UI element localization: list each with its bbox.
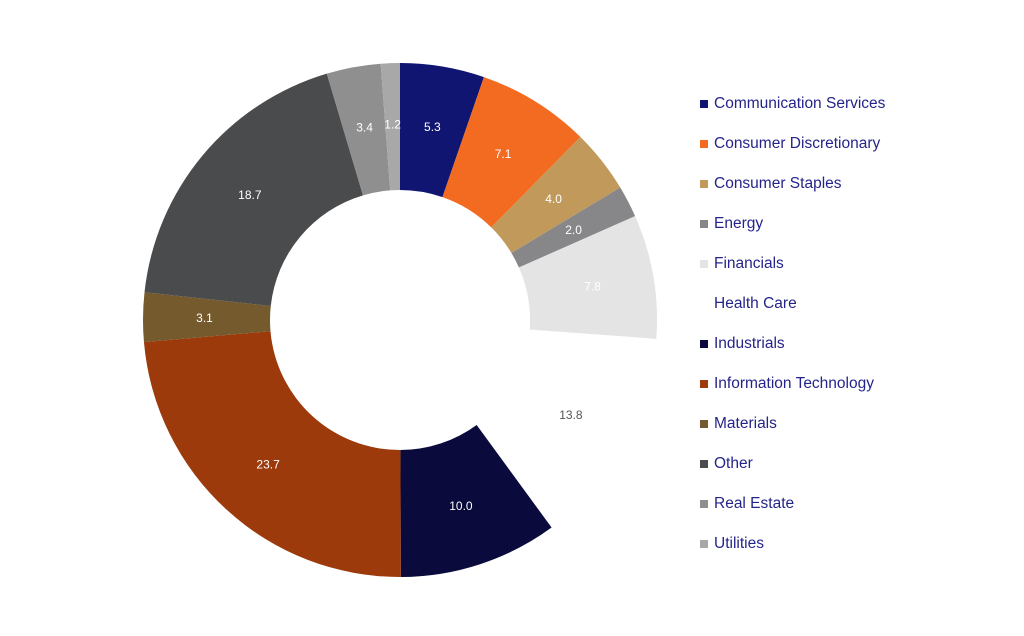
- data-label: 7.1: [495, 147, 512, 161]
- legend-swatch: [700, 540, 708, 548]
- slice-energy: [511, 187, 636, 268]
- legend-label: Information Technology: [714, 375, 874, 392]
- legend-swatch: [700, 300, 708, 308]
- legend-label: Consumer Staples: [714, 175, 842, 192]
- legend-swatch: [700, 260, 708, 268]
- legend-label: Financials: [714, 255, 784, 272]
- data-label: 13.8: [559, 408, 583, 422]
- legend-item: Information Technology: [700, 374, 894, 393]
- legend-item: Utilities: [700, 534, 894, 553]
- slice-materials: [143, 292, 271, 343]
- legend-item: Financials: [700, 254, 894, 273]
- legend-label: Real Estate: [714, 495, 795, 512]
- data-label: 3.4: [356, 121, 373, 135]
- legend-swatch: [700, 500, 708, 508]
- slice-financials: [518, 216, 657, 339]
- data-label: 7.8: [584, 280, 601, 294]
- legend-item: Health Care: [700, 294, 894, 313]
- legend-swatch: [700, 340, 708, 348]
- slice-health-care: [476, 329, 657, 528]
- legend-item: Communication Services: [700, 94, 894, 113]
- data-label: 3.1: [196, 311, 213, 325]
- legend-label: Energy: [714, 215, 764, 232]
- legend-swatch: [700, 380, 708, 388]
- legend-label: Communication Services: [714, 95, 886, 112]
- legend-label: Other: [714, 455, 753, 472]
- slice-consumer-staples: [491, 136, 621, 254]
- data-label: 4.0: [545, 192, 562, 206]
- data-label: 18.7: [238, 188, 262, 202]
- legend-item: Industrials: [700, 334, 894, 353]
- legend-item: Consumer Staples: [700, 174, 894, 193]
- data-label: 23.7: [256, 457, 280, 471]
- legend-label: Industrials: [714, 335, 785, 352]
- slice-industrials: [400, 424, 552, 577]
- legend-label: Consumer Discretionary: [714, 135, 881, 152]
- data-label: 10.0: [449, 499, 473, 513]
- slice-other: [144, 73, 363, 306]
- legend-label: Materials: [714, 415, 777, 432]
- legend-swatch: [700, 460, 708, 468]
- legend-swatch: [700, 100, 708, 108]
- legend-item: Consumer Discretionary: [700, 134, 894, 153]
- slice-utilities: [380, 63, 400, 191]
- legend-item: Energy: [700, 214, 894, 233]
- legend-item: Materials: [700, 414, 894, 433]
- slice-consumer-discretionary: [442, 77, 581, 228]
- legend-swatch: [700, 220, 708, 228]
- legend-item: Other: [700, 454, 894, 473]
- data-label: 1.2: [384, 118, 401, 132]
- legend-swatch: [700, 420, 708, 428]
- slice-information-technology: [143, 331, 401, 577]
- legend-label: Health Care: [714, 295, 797, 312]
- slice-real-estate: [326, 63, 391, 196]
- data-label: 2.0: [565, 223, 582, 237]
- data-label: 5.3: [424, 120, 441, 134]
- legend-swatch: [700, 140, 708, 148]
- slice-communication-services: [400, 63, 484, 198]
- legend-swatch: [700, 180, 708, 188]
- legend-label: Utilities: [714, 535, 764, 552]
- legend-item: Real Estate: [700, 494, 894, 513]
